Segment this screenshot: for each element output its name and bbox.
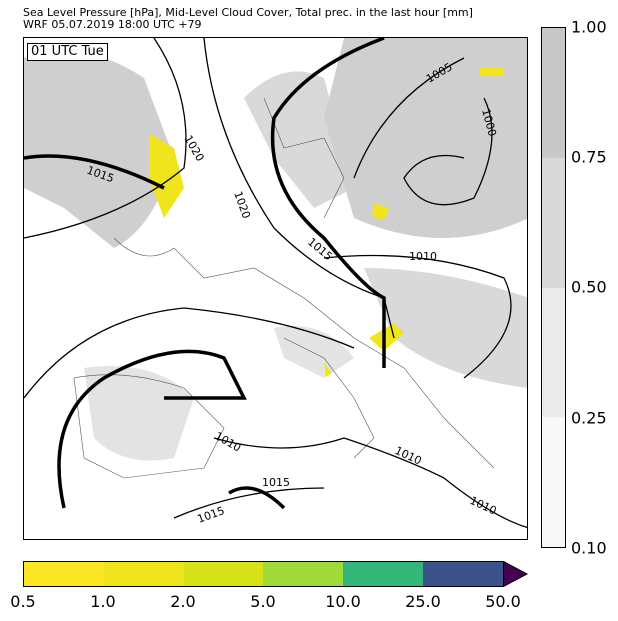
isobar-label: 1010 xyxy=(409,250,437,263)
time-label: 01 UTC Tue xyxy=(27,43,108,61)
precip-colorbar xyxy=(23,561,504,587)
isobar-label: 1010 xyxy=(213,429,244,454)
precip-tick: 10.0 xyxy=(325,592,361,611)
isobars xyxy=(24,38,527,529)
map-title: Sea Level Pressure [hPa], Mid-Level Clou… xyxy=(23,7,473,31)
isobar-label: 1015 xyxy=(262,476,290,489)
cloud-tick: 0.75 xyxy=(571,147,607,167)
colorbar-segment xyxy=(542,157,565,288)
precip-tick: 50.0 xyxy=(485,592,521,611)
precip-tick: 0.5 xyxy=(10,592,36,611)
colorbar-segment xyxy=(103,562,184,586)
title-line-2: WRF 05.07.2019 18:00 UTC +79 xyxy=(23,18,202,31)
cloud-tick: 0.10 xyxy=(571,538,607,558)
cloud-tick: 1.00 xyxy=(571,17,607,37)
precip-tick: 25.0 xyxy=(405,592,441,611)
isobar-label: 1020 xyxy=(231,190,253,221)
map-svg: 1020 1015 1020 1015 1010 1005 1000 1010 … xyxy=(24,38,527,529)
title-line-1: Sea Level Pressure [hPa], Mid-Level Clou… xyxy=(23,6,473,19)
colorbar-segment xyxy=(542,287,565,418)
isobar-label: 1010 xyxy=(468,494,499,518)
precip-tick: 5.0 xyxy=(250,592,276,611)
precipitation xyxy=(149,68,504,377)
weather-map: 1020 1015 1020 1015 1010 1005 1000 1010 … xyxy=(23,37,528,540)
cloud-tick: 0.25 xyxy=(571,408,607,428)
colorbar-segment xyxy=(423,562,503,586)
colorbar-segment xyxy=(183,562,264,586)
colorbar-extend-arrow xyxy=(503,561,529,587)
coastlines xyxy=(73,97,495,479)
precip-tick: 2.0 xyxy=(170,592,196,611)
precip-tick: 1.0 xyxy=(90,592,116,611)
cloud-cover-colorbar xyxy=(541,27,566,548)
isobar-label: 1010 xyxy=(393,444,424,468)
colorbar-segment xyxy=(263,562,344,586)
cloud-tick: 0.50 xyxy=(571,277,607,297)
colorbar-segment xyxy=(542,417,565,547)
cloud-cover xyxy=(24,38,527,461)
colorbar-segment xyxy=(24,562,104,586)
colorbar-segment xyxy=(542,28,565,158)
colorbar-segment xyxy=(343,562,424,586)
